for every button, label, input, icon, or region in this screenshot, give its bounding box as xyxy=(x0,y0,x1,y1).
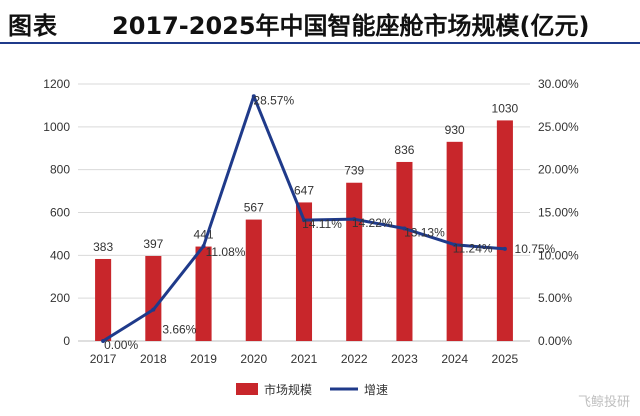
legend-bar-swatch xyxy=(236,383,258,395)
chart: 0 200 400 600 800 1000 1200 0.00% 5.00% 10.00% 15.… xyxy=(43,77,579,397)
y-right-tick-label: 20.00% xyxy=(538,163,579,177)
growth-value-label: 28.57% xyxy=(253,93,294,107)
growth-point xyxy=(201,244,206,249)
bar-value-label: 836 xyxy=(394,143,414,157)
header-rule xyxy=(0,42,640,44)
growth-point xyxy=(452,242,457,247)
bar xyxy=(446,141,463,341)
y-left-tick-label: 200 xyxy=(50,291,70,305)
legend-line-label: 增速 xyxy=(364,383,388,397)
y-right-tick-label: 15.00% xyxy=(538,206,579,220)
watermark: 飞鲸投研 xyxy=(577,395,630,410)
growth-point xyxy=(151,307,156,312)
bar-value-label: 441 xyxy=(194,228,214,242)
growth-value-label: 0.00% xyxy=(104,338,138,352)
growth-value-label: 14.11% xyxy=(302,217,342,231)
growth-value-label: 11.24% xyxy=(453,242,493,256)
chart-title: 2017-2025年中国智能座舱市场规模(亿元) xyxy=(112,12,590,40)
growth-point xyxy=(352,217,357,222)
bar xyxy=(145,255,162,341)
bar-value-label: 397 xyxy=(143,237,163,251)
y-right-tick-label: 25.00% xyxy=(538,120,579,134)
x-tick-label: 2020 xyxy=(240,352,267,366)
growth-value-label: 11.08% xyxy=(206,245,246,259)
y-left-tick-label: 0 xyxy=(63,334,70,348)
y-left-tick-label: 1000 xyxy=(43,120,70,134)
header-label: 图表 xyxy=(8,12,58,40)
growth-point xyxy=(402,226,407,231)
bar xyxy=(346,182,363,341)
x-tick-label: 2018 xyxy=(140,352,167,366)
bar xyxy=(295,202,313,341)
growth-point xyxy=(302,218,306,223)
bar-value-label: 930 xyxy=(445,123,465,137)
x-tick-label: 2017 xyxy=(90,352,117,366)
growth-value-label: 14.22% xyxy=(352,216,393,230)
y-right-tick-label: 30.00% xyxy=(538,77,579,91)
bar xyxy=(245,219,262,341)
x-tick-label: 2023 xyxy=(391,352,418,366)
bar-value-label: 739 xyxy=(344,164,364,178)
bar xyxy=(195,246,212,341)
y-right-tick-label: 0.00% xyxy=(538,334,572,348)
y-right-tick-label: 10.00% xyxy=(538,248,579,262)
growth-point xyxy=(502,246,507,251)
growth-value-label: 3.66% xyxy=(162,323,196,337)
x-tick-label: 2019 xyxy=(190,352,217,366)
x-tick-label: 2022 xyxy=(341,352,368,366)
y-right-tick-label: 5.00% xyxy=(538,291,572,305)
y-left-tick-label: 400 xyxy=(50,248,70,262)
bar-value-label: 647 xyxy=(294,183,314,197)
x-tick-label: 2021 xyxy=(291,352,318,366)
legend-bar-label: 市场规模 xyxy=(264,382,312,397)
x-tick-label: 2024 xyxy=(441,352,468,366)
growth-point xyxy=(251,94,256,99)
bar xyxy=(95,258,112,341)
growth-value-label: 10.75% xyxy=(515,242,556,256)
header: 图表 2017-2025年中国智能座舱市场规模(亿元) xyxy=(0,0,640,44)
bar-value-label: 1030 xyxy=(492,101,519,115)
y-left-tick-label: 800 xyxy=(50,163,70,177)
y-left-tick-label: 1200 xyxy=(43,77,70,91)
bar-value-label: 567 xyxy=(244,201,264,215)
bar xyxy=(496,120,513,342)
growth-point xyxy=(101,339,106,343)
growth-value-label: 13.13% xyxy=(404,226,445,240)
x-tick-label: 2025 xyxy=(492,352,519,366)
bar-value-label: 383 xyxy=(93,240,113,254)
bar xyxy=(396,161,413,341)
y-left-tick-label: 600 xyxy=(50,206,70,220)
